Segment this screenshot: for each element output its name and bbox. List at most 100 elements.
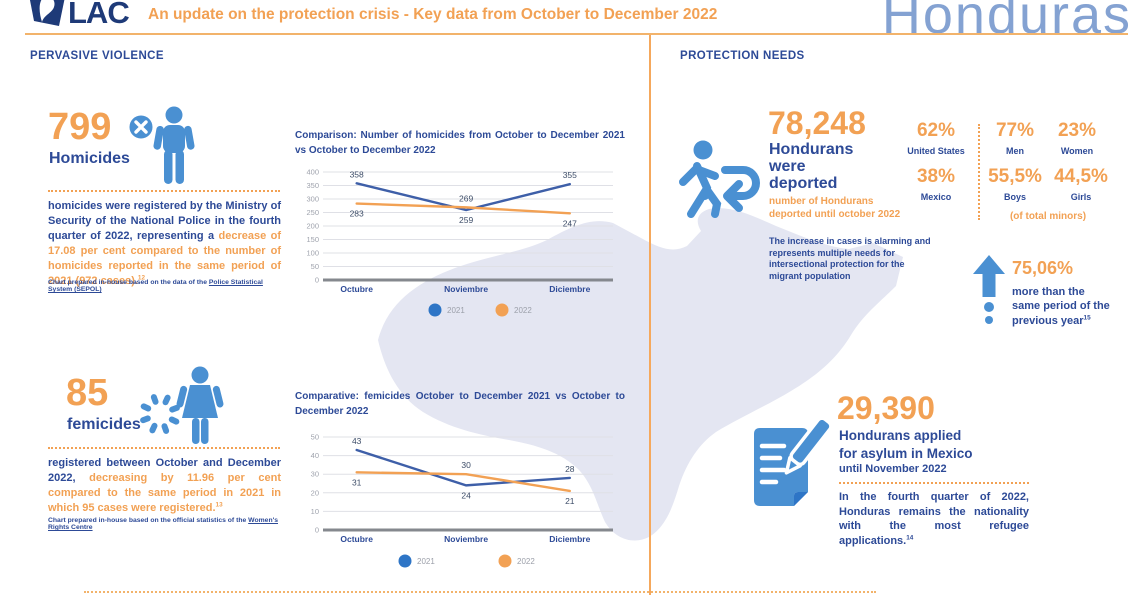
asylum-note: In the fourth quarter of 2022, Honduras … <box>839 490 1029 548</box>
country-title: Honduras <box>881 0 1132 45</box>
asylum-label-line1: Hondurans applied <box>839 428 962 443</box>
increase-footnote-sup: 15 <box>1083 313 1091 321</box>
svg-text:269: 269 <box>459 193 473 203</box>
stat-mx-label: Mexico <box>920 192 952 202</box>
section-title-pervasive-violence: PERVASIVE VIOLENCE <box>30 50 164 62</box>
homicides-source: Chart prepared in-house based on the dat… <box>48 279 281 293</box>
deported-sublabel: number of Hondurans deported until octob… <box>769 196 900 221</box>
svg-text:31: 31 <box>352 477 362 487</box>
homicides-paragraph: homicides were registered by the Ministr… <box>48 199 281 289</box>
person-icon <box>153 106 195 184</box>
svg-text:24: 24 <box>461 490 471 500</box>
deported-number: 78,248 <box>768 105 866 141</box>
stat-girls-pct: 44,5% <box>1054 166 1108 187</box>
deported-label: Hondurans were deported <box>769 141 854 193</box>
burst-icon <box>140 394 180 434</box>
femicides-dotted-divider <box>48 447 280 449</box>
woman-icon <box>140 366 224 444</box>
section-vertical-divider <box>649 35 651 595</box>
stat-women: 23% Women <box>1046 121 1108 156</box>
womens-rights-centre-link[interactable]: Women's Rights Centre <box>48 517 278 531</box>
svg-text:10: 10 <box>311 507 319 516</box>
asylum-sublabel: until November 2022 <box>839 463 947 475</box>
svg-text:250: 250 <box>306 208 319 217</box>
svg-text:259: 259 <box>459 215 473 225</box>
increase-label-text: more than the same period of the previou… <box>1012 286 1110 327</box>
document-pen-icon <box>754 420 830 506</box>
svg-text:30: 30 <box>311 470 319 479</box>
svg-text:Octubre: Octubre <box>340 534 373 544</box>
svg-text:300: 300 <box>306 195 319 204</box>
homicides-number: 799 <box>48 106 112 148</box>
section-title-protection-needs: PROTECTION NEEDS <box>680 50 805 62</box>
deported-sublabel-line: number of Hondurans <box>769 196 874 207</box>
deported-label-line: deported <box>769 174 838 192</box>
asylum-dotted-divider <box>839 482 1029 484</box>
svg-text:358: 358 <box>350 169 364 179</box>
stat-boys: 55,5% Boys <box>982 167 1048 202</box>
femicides-label: femicides <box>67 416 141 433</box>
homicides-source-text: Chart prepared in-house based on the dat… <box>48 279 209 286</box>
svg-text:0: 0 <box>315 276 319 285</box>
header-divider <box>25 33 1128 35</box>
page-title: An update on the protection crisis - Key… <box>148 6 718 23</box>
svg-text:Noviembre: Noviembre <box>444 284 488 294</box>
svg-text:100: 100 <box>306 249 319 258</box>
asylum-number: 29,390 <box>837 390 935 426</box>
deported-note: The increase in cases is alarming and re… <box>769 236 931 281</box>
homicides-label: Homicides <box>49 150 130 167</box>
svg-text:400: 400 <box>306 168 319 177</box>
deported-sublabel-line: deported until october 2022 <box>769 208 901 220</box>
svg-text:20: 20 <box>311 488 319 497</box>
lac-logo-icon <box>29 0 65 26</box>
svg-text:350: 350 <box>306 181 319 190</box>
x-badge-icon <box>126 112 156 142</box>
increase-label: more than the same period of the previou… <box>1012 285 1112 328</box>
femicides-source-text: Chart prepared in-house based on the off… <box>48 517 249 524</box>
svg-text:283: 283 <box>350 209 364 219</box>
stat-mexico: 38% Mexico <box>902 167 970 202</box>
femicides-source: Chart prepared in-house based on the off… <box>48 517 288 531</box>
stats-dotted-divider <box>978 124 980 220</box>
deported-label-line: Hondurans <box>769 141 854 158</box>
femicides-number: 85 <box>66 372 109 414</box>
stat-men-pct: 77% <box>995 120 1035 141</box>
svg-text:355: 355 <box>563 170 577 180</box>
lac-logo-text: LAC <box>68 0 130 30</box>
deported-person-icon <box>679 140 760 218</box>
svg-text:50: 50 <box>311 433 319 442</box>
lac-logo: LAC <box>28 0 130 30</box>
homicides-body-plain: homicides were registered by the Ministr… <box>48 200 281 242</box>
svg-text:Diciembre: Diciembre <box>549 284 590 294</box>
svg-text:2022: 2022 <box>517 557 535 566</box>
svg-text:40: 40 <box>311 451 319 460</box>
svg-text:Octubre: Octubre <box>340 284 373 294</box>
increase-pct: 75,06% <box>1012 258 1074 278</box>
svg-text:43: 43 <box>352 436 362 446</box>
svg-text:247: 247 <box>563 218 577 228</box>
stat-men: 77% Men <box>984 121 1046 156</box>
stat-mx-pct: 38% <box>916 166 956 187</box>
svg-text:50: 50 <box>311 262 319 271</box>
femicides-chart-title: Comparative: femicides October to Decemb… <box>295 391 625 417</box>
up-arrow-icon <box>973 255 1005 324</box>
svg-text:2021: 2021 <box>447 306 465 315</box>
homicides-chart-title: Comparison: Number of homicides from Oct… <box>295 130 625 156</box>
femicides-body-highlight: decreasing by 11.96 per cent compared to… <box>48 471 281 514</box>
svg-text:2021: 2021 <box>417 557 435 566</box>
stat-men-label: Men <box>1006 146 1024 156</box>
femicides-paragraph: registered between October and December … <box>48 456 281 516</box>
stat-boys-label: Boys <box>1003 192 1026 202</box>
svg-text:21: 21 <box>565 496 575 506</box>
femicides-footnote-sup: 13 <box>215 501 223 509</box>
stat-women-label: Women <box>1060 146 1094 156</box>
minors-note: (of total minors) <box>1009 211 1087 222</box>
svg-text:Diciembre: Diciembre <box>549 534 590 544</box>
svg-text:28: 28 <box>565 464 575 474</box>
homicides-footnote-sup: 12 <box>137 274 146 282</box>
svg-text:0: 0 <box>315 526 319 535</box>
sepol-link[interactable]: Police Statistical System (SEPOL) <box>48 279 263 293</box>
deported-label-line: were <box>769 157 806 175</box>
